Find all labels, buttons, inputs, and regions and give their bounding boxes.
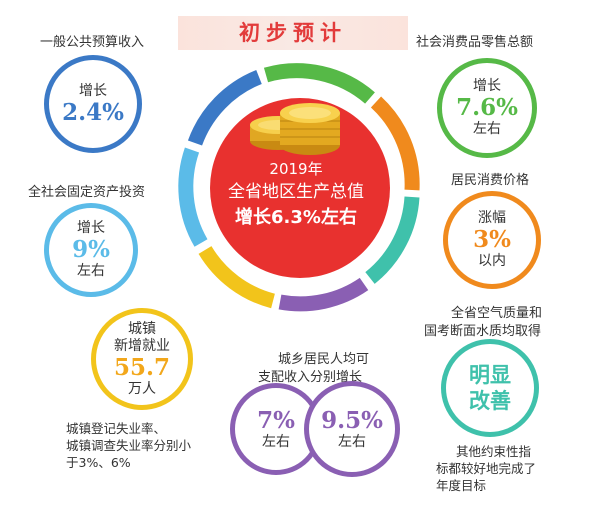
environment-line1: 明显 xyxy=(469,363,511,387)
retail-value: 7.6% xyxy=(456,94,518,121)
ring-segment-orange xyxy=(370,96,420,191)
cpi-value: 3% xyxy=(473,226,511,253)
employment-value: 55.7 xyxy=(113,353,171,381)
income-urban-bottom: 左右 xyxy=(262,433,290,450)
fixed-asset-value: 9% xyxy=(72,236,110,263)
employment-note-line1: 城镇登记失业率、 xyxy=(66,421,167,436)
retail-bottom: 左右 xyxy=(473,121,501,137)
retail-label: 社会消费品零售总额 xyxy=(416,35,534,50)
ring-segment-purple xyxy=(278,277,369,312)
center-growth: 增长6.3%左右 xyxy=(235,207,357,228)
income-rural-bottom: 左右 xyxy=(338,433,366,450)
ring-segment-teal xyxy=(365,196,420,284)
environment-bubble: 明显 改善 xyxy=(441,339,539,437)
coin-stack-icon xyxy=(250,103,340,155)
fixed-asset-bottom: 左右 xyxy=(77,263,105,279)
employment-note: 城镇登记失业率、 城镇调查失业率分别小 于3%、6% xyxy=(66,420,226,471)
center-gdp-text: 2019年 全省地区生产总值 增长6.3%左右 xyxy=(208,158,384,231)
employment-bottom: 万人 xyxy=(128,380,156,397)
environment-label-line1: 全省空气质量和 xyxy=(451,306,543,321)
income-label-line1: 城乡居民人均可 xyxy=(278,352,370,367)
employment-top1: 城镇 xyxy=(128,320,156,337)
fixed-asset-bubble: 增长 9% 左右 xyxy=(44,203,138,297)
center-subject: 全省地区生产总值 xyxy=(228,182,364,202)
fixed-asset-top: 增长 xyxy=(77,220,105,236)
cpi-bottom: 以内 xyxy=(478,253,506,269)
environment-label-line2: 国考断面水质均取得 xyxy=(424,324,542,339)
fixed-asset-label: 全社会固定资产投资 xyxy=(28,185,146,200)
central-ring-graphic xyxy=(178,63,420,312)
cpi-bubble: 涨幅 3% 以内 xyxy=(443,191,541,289)
environment-line2: 改善 xyxy=(469,389,511,413)
income-rural-bubble: 9.5% 左右 xyxy=(304,381,400,477)
public-budget-label: 一般公共预算收入 xyxy=(40,35,145,50)
ring-segment-yellow xyxy=(198,245,276,309)
public-budget-top: 增长 xyxy=(79,82,107,99)
public-budget-bubble: 增长 2.4% xyxy=(44,55,142,153)
employment-top2: 新增就业 xyxy=(114,337,170,354)
ring-segment-cyan xyxy=(178,147,208,247)
environment-note: 其他约束性指 标都较好地完成了 年度目标 xyxy=(436,443,586,494)
ring-segment-blue xyxy=(187,70,262,146)
environment-note-line3: 年度目标 xyxy=(436,478,487,493)
banner-title: 初步预计 xyxy=(178,16,408,50)
retail-bubble: 增长 7.6% 左右 xyxy=(437,58,537,158)
income-urban-value: 7% xyxy=(257,406,295,434)
income-label-line2: 支配收入分别增长 xyxy=(258,370,363,385)
employment-note-line3: 于3%、6% xyxy=(66,455,131,470)
center-year: 2019年 xyxy=(269,160,323,178)
environment-note-line2: 标都较好地完成了 xyxy=(436,461,537,476)
income-rural-value: 9.5% xyxy=(321,406,383,434)
ring-segment-green xyxy=(263,63,375,104)
cpi-top: 涨幅 xyxy=(478,210,506,226)
employment-note-line2: 城镇调查失业率分别小 xyxy=(66,438,192,453)
employment-bubble: 城镇 新增就业 55.7 万人 xyxy=(91,308,193,410)
environment-note-line1: 其他约束性指 xyxy=(456,444,532,459)
retail-top: 增长 xyxy=(473,78,501,94)
public-budget-value: 2.4% xyxy=(62,98,124,126)
cpi-label: 居民消费价格 xyxy=(451,173,530,188)
